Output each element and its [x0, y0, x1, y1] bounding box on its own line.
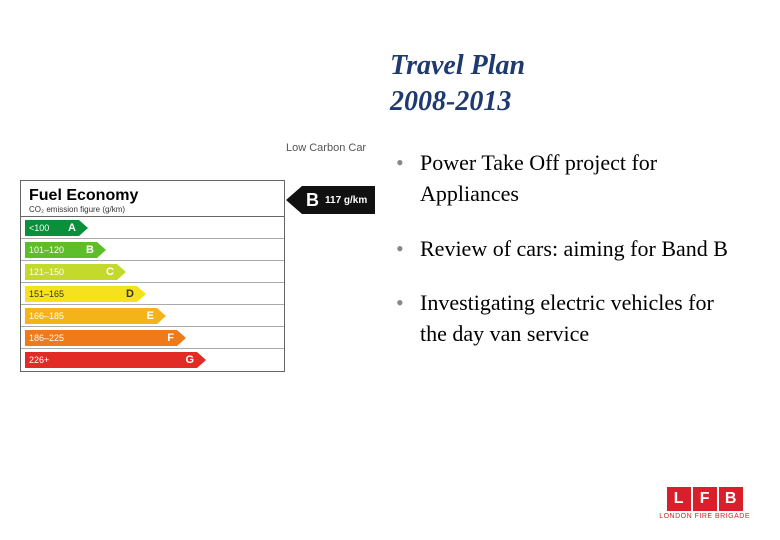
bullet-item: Investigating electric vehicles for the …	[390, 288, 740, 350]
low-carbon-label: Low Carbon Car	[286, 142, 366, 154]
fuel-band-row: 101–120B	[21, 239, 284, 261]
fuel-band-range: 226+	[25, 352, 197, 368]
fuel-band-arrow: 226+G	[25, 352, 206, 368]
fuel-band-range: 186–225	[25, 330, 177, 346]
fuel-band-arrow: 101–120B	[25, 242, 106, 258]
fuel-band-arrow: <100A	[25, 220, 88, 236]
fuel-band-tip-icon	[117, 264, 126, 280]
fuel-band-tip-icon	[137, 286, 146, 302]
slide: Fuel Economy CO₂ emission figure (g/km) …	[0, 0, 780, 540]
left-column: Fuel Economy CO₂ emission figure (g/km) …	[10, 50, 380, 520]
fuel-band-range: 121–150	[25, 264, 117, 280]
logo-letter: L	[667, 487, 691, 511]
logo-letter: F	[693, 487, 717, 511]
band-callout: B 117 g/km	[286, 186, 375, 214]
fuel-band-row: 226+G	[21, 349, 284, 371]
callout-arrow-icon	[286, 186, 302, 214]
fuel-band-letter: B	[86, 244, 94, 256]
fuel-band-letter: G	[185, 354, 194, 366]
fuel-band-tip-icon	[79, 220, 88, 236]
fuel-band-letter: F	[167, 332, 174, 344]
callout-body: B 117 g/km	[302, 186, 375, 214]
fuel-band-row: 166–185E	[21, 305, 284, 327]
right-column: Travel Plan 2008-2013 Power Take Off pro…	[380, 50, 740, 520]
fuel-band-arrow: 166–185E	[25, 308, 166, 324]
slide-title-line1: Travel Plan	[390, 50, 740, 82]
fuel-band-arrow: 151–165D	[25, 286, 146, 302]
logo-letter: B	[719, 487, 743, 511]
fuel-band-row: <100A	[21, 217, 284, 239]
logo-boxes: L F B	[659, 487, 750, 511]
fuel-chart-header: Fuel Economy CO₂ emission figure (g/km)	[21, 181, 284, 217]
fuel-economy-chart: Fuel Economy CO₂ emission figure (g/km) …	[20, 180, 285, 372]
bullet-list: Power Take Off project for Appliances Re…	[390, 148, 740, 350]
fuel-band-arrow: 121–150C	[25, 264, 126, 280]
bullet-item: Review of cars: aiming for Band B	[390, 234, 740, 265]
fuel-band-letter: C	[106, 266, 114, 278]
bullet-item: Power Take Off project for Appliances	[390, 148, 740, 210]
callout-letter: B	[306, 190, 319, 211]
fuel-band-tip-icon	[177, 330, 186, 346]
fuel-band-tip-icon	[157, 308, 166, 324]
fuel-band-row: 186–225F	[21, 327, 284, 349]
fuel-band-tip-icon	[97, 242, 106, 258]
callout-value: 117 g/km	[325, 195, 367, 206]
fuel-band-range: 151–165	[25, 286, 137, 302]
slide-title-line2: 2008-2013	[390, 86, 740, 118]
fuel-band-letter: D	[126, 288, 134, 300]
fuel-band-tip-icon	[197, 352, 206, 368]
fuel-band-row: 151–165D	[21, 283, 284, 305]
lfb-logo: L F B LONDON FIRE BRIGADE	[659, 487, 750, 520]
fuel-band-letter: A	[68, 222, 76, 234]
fuel-band-arrow: 186–225F	[25, 330, 186, 346]
fuel-chart-title: Fuel Economy	[29, 187, 276, 205]
fuel-band-letter: E	[147, 310, 154, 322]
fuel-band-range: 166–185	[25, 308, 157, 324]
fuel-bands: <100A 101–120B 121–150C 151–165D 166–185E 186…	[21, 217, 284, 371]
fuel-chart-subtitle: CO₂ emission figure (g/km)	[29, 205, 276, 214]
fuel-band-row: 121–150C	[21, 261, 284, 283]
logo-text: LONDON FIRE BRIGADE	[659, 513, 750, 520]
